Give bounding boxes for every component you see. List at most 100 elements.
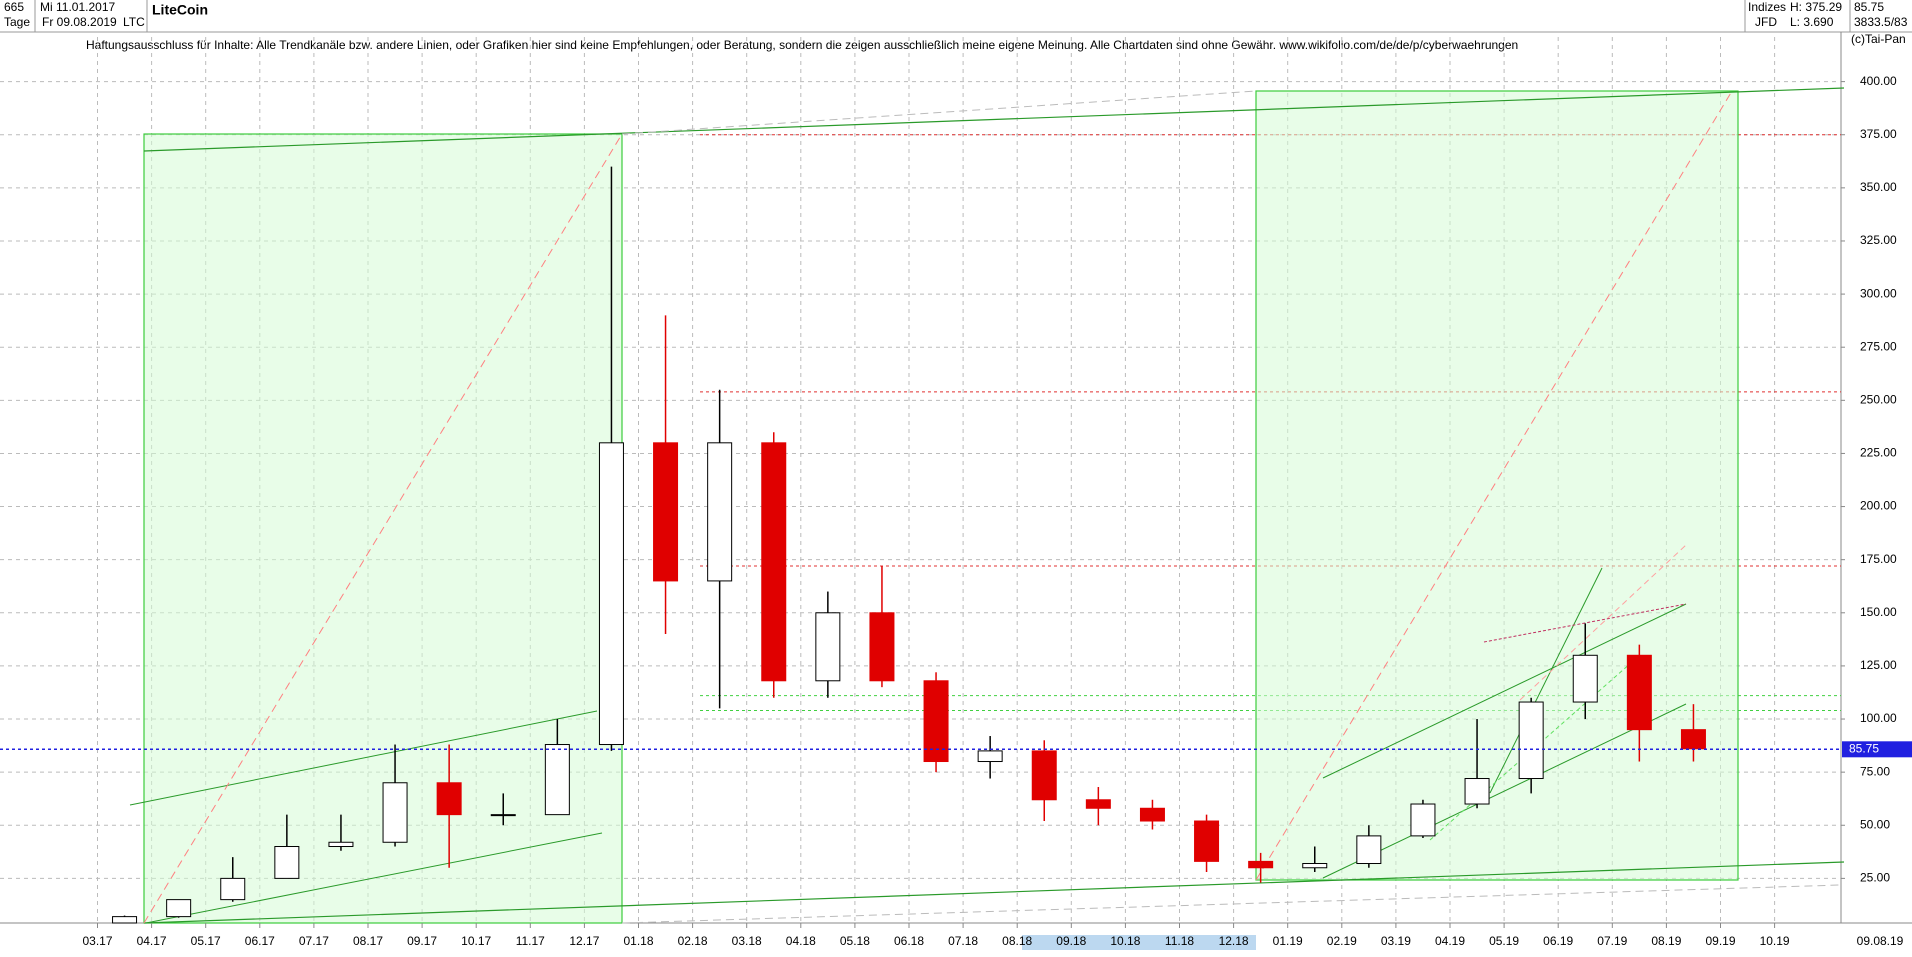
symbol: LTC [123,15,145,29]
candle-body [1626,654,1652,731]
x-tick-label: 02.19 [1327,934,1357,948]
x-end-label: 09.08.19 [1857,934,1904,948]
candle-body [1248,860,1274,869]
candle-body [1194,820,1220,862]
projection-line [1519,544,1687,701]
start-date: Mi 11.01.2017 [40,0,115,14]
x-tick-label: 12.17 [569,934,599,948]
candle-body [1356,835,1382,865]
market: Indizes [1748,0,1786,14]
candle-body [1680,729,1706,750]
candle-body [815,612,841,682]
candle-body [1031,750,1057,801]
x-tick-label: 08.19 [1651,934,1681,948]
x-tick-label: 07.19 [1597,934,1627,948]
x-tick-label: 12.18 [1219,934,1249,948]
candle-body [544,744,570,816]
end-date: Fr 09.08.2019 [42,15,117,29]
y-tick-label: 200.00 [1860,499,1897,513]
candle-body [1302,863,1328,869]
candle-body [923,680,949,763]
candle-body [220,877,246,901]
x-tick-label: 06.19 [1543,934,1573,948]
projection-line [621,884,1841,924]
candle-body [598,442,624,746]
x-tick-label: 03.17 [82,934,112,948]
y-tick-label: 125.00 [1860,658,1897,672]
candle-body [869,612,895,682]
trend-line [1429,654,1641,841]
trend-line [143,87,1845,152]
x-tick-label: 05.18 [840,934,870,948]
trend-line [129,710,598,806]
trend-line [1489,567,1603,794]
candle-body [166,899,192,918]
projection-line [621,90,1257,135]
candle-body [707,442,733,582]
y-tick-label: 100.00 [1860,711,1897,725]
candle-body [436,782,462,816]
y-tick-label: 150.00 [1860,605,1897,619]
y-tick-label: 75.00 [1860,764,1890,778]
x-tick-label: 05.17 [191,934,221,948]
x-tick-label: 09.18 [1056,934,1086,948]
count: 665 [4,0,24,14]
candle-body [328,841,354,848]
candle-body [1410,803,1436,837]
y-tick-label: 350.00 [1860,180,1897,194]
projection-line [1255,90,1733,881]
y-tick-label: 225.00 [1860,446,1897,460]
candle-body [977,750,1003,763]
candle-body [1464,778,1490,805]
range-highlight [1022,935,1256,950]
y-tick-label: 175.00 [1860,552,1897,566]
last: 85.75 [1854,0,1884,14]
candle-body [1139,807,1165,822]
x-tick-label: 08.18 [1002,934,1032,948]
candle-body [1085,799,1111,809]
candle-body [761,442,787,682]
candle-body [1572,654,1598,703]
candle-body [274,846,300,879]
x-tick-label: 11.18 [1165,934,1194,948]
candle-body [653,442,679,582]
y-tick-label: 325.00 [1860,233,1897,247]
candle-body [112,916,138,924]
y-tick-label: 250.00 [1860,392,1897,406]
volume: 3833.5/83 [1854,15,1908,29]
x-tick-label: 03.18 [732,934,762,948]
copyright: (c)Tai-Pan [1851,32,1906,46]
x-tick-label: 03.19 [1381,934,1411,948]
x-tick-label: 01.18 [623,934,653,948]
x-tick-label: 06.17 [245,934,275,948]
y-tick-label: 400.00 [1860,74,1897,88]
last-price-label: 85.75 [1849,741,1879,755]
candle-body [382,782,408,843]
x-tick-label: 02.18 [678,934,708,948]
period[interactable]: Tage [4,15,30,29]
x-tick-label: 06.18 [894,934,924,948]
x-tick-label: 09.19 [1705,934,1735,948]
instrument-name: LiteCoin [152,2,208,18]
y-tick-label: 50.00 [1860,817,1890,831]
x-tick-label: 04.19 [1435,934,1465,948]
x-tick-label: 10.18 [1110,934,1140,948]
disclaimer: Haftungsausschluss für Inhalte: Alle Tre… [86,38,1518,52]
x-tick-label: 04.17 [137,934,167,948]
high: H: 375.29 [1790,0,1842,14]
low: L: 3.690 [1790,15,1834,29]
x-tick-label: 07.18 [948,934,978,948]
trend-line [143,861,1845,924]
trend-line [145,832,603,924]
x-tick-label: 09.17 [407,934,437,948]
candle-body [490,814,516,817]
x-tick-label: 10.17 [461,934,491,948]
y-tick-label: 375.00 [1860,127,1897,141]
candle-body [1518,701,1544,780]
trend-line [1483,603,1687,643]
projection-line [143,133,623,924]
x-tick-label: 08.17 [353,934,383,948]
x-tick-label: 11.17 [516,934,545,948]
